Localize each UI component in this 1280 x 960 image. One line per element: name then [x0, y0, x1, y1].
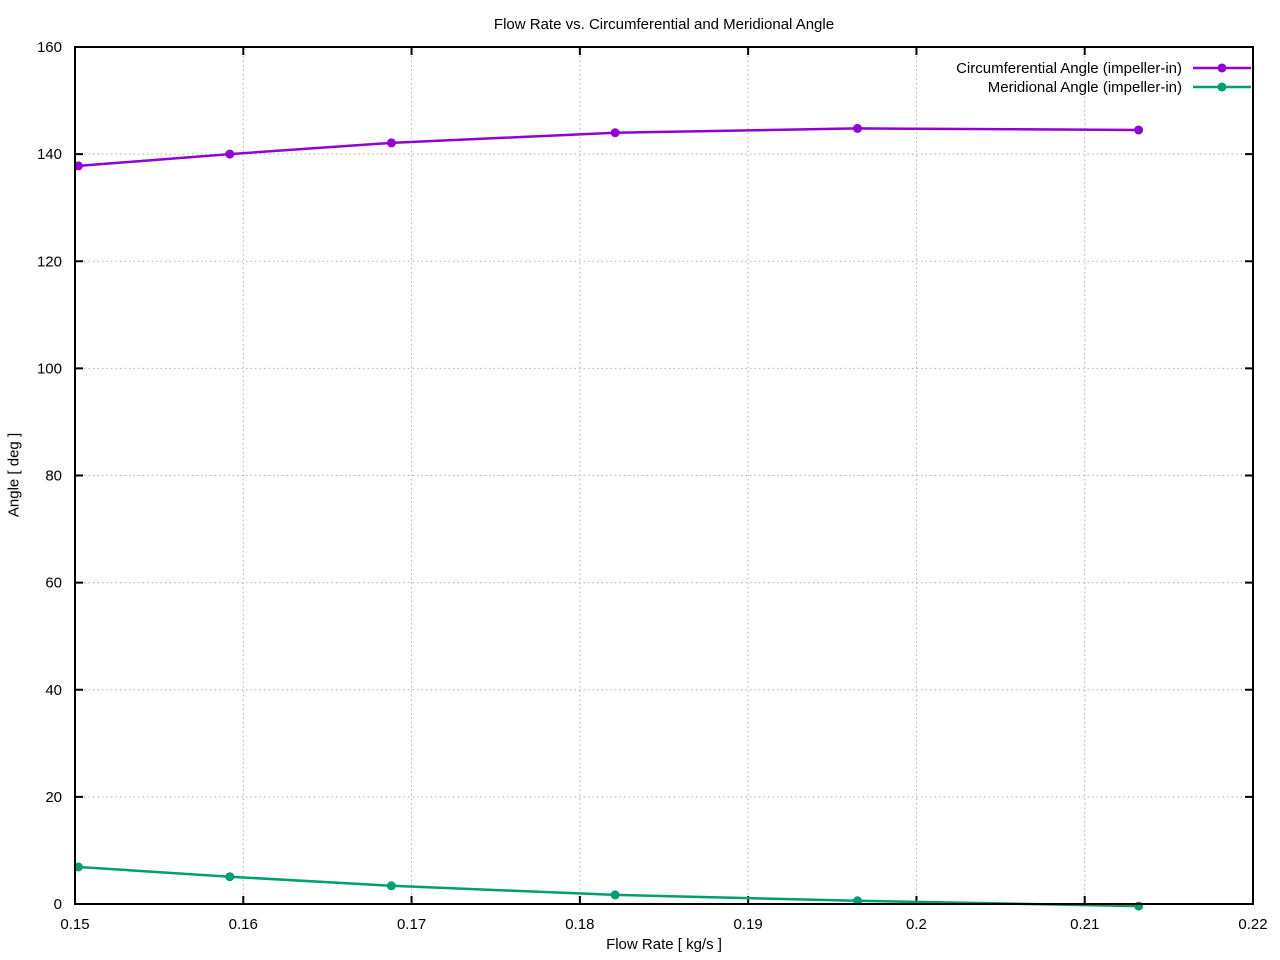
- plot-border: [74, 46, 1254, 905]
- data-point: [73, 161, 83, 171]
- y-tick-label: 100: [37, 360, 62, 377]
- legend-label: Meridional Angle (impeller-in): [987, 78, 1182, 96]
- data-point: [386, 138, 396, 148]
- y-tick-label: 60: [45, 575, 62, 592]
- y-axis-label: Angle [ deg ]: [5, 432, 23, 518]
- tick-labels: 0.15 0.16 0.17 0.18 0.19 0.2 0.21 0.22 0 20 40 60 80…: [37, 39, 1268, 933]
- y-tick-label: 0: [54, 896, 62, 913]
- legend-entry-circumferential: Circumferential Angle (impeller-in): [956, 59, 1252, 77]
- data-point: [1134, 901, 1144, 911]
- x-axis-label: Flow Rate [ kg/s ]: [606, 936, 722, 953]
- gridlines: [75, 47, 1253, 904]
- x-tick-label: 0.2: [906, 916, 927, 933]
- data-point: [610, 890, 620, 900]
- legend-entry-meridional: Meridional Angle (impeller-in): [956, 78, 1252, 96]
- data-point: [853, 123, 862, 133]
- data-point: [73, 862, 83, 872]
- data-point: [225, 872, 235, 882]
- x-tick-label: 0.16: [229, 916, 258, 933]
- data-point: [610, 128, 620, 138]
- series-line: [77, 127, 1140, 168]
- data-point: [386, 881, 396, 891]
- legend-label: Circumferential Angle (impeller-in): [956, 59, 1182, 77]
- y-tick-label: 80: [45, 468, 62, 485]
- y-tick-label: 20: [45, 789, 62, 806]
- x-tick-label: 0.17: [397, 916, 426, 933]
- legend: Circumferential Angle (impeller-in) Meri…: [956, 59, 1252, 96]
- data-point: [1134, 125, 1144, 135]
- y-tick-label: 140: [37, 146, 62, 163]
- x-tick-label: 0.22: [1238, 916, 1267, 933]
- series-line: [77, 865, 1140, 908]
- series-circumferential: [73, 123, 1144, 171]
- series: [73, 123, 1144, 911]
- y-tick-label: 120: [37, 253, 62, 270]
- x-tick-label: 0.18: [565, 916, 594, 933]
- x-tick-label: 0.15: [60, 916, 89, 933]
- y-tick-label: 160: [37, 39, 62, 56]
- legend-line-sample-icon: [1193, 63, 1251, 73]
- x-tick-label: 0.19: [734, 916, 763, 933]
- chart-title: Flow Rate vs. Circumferential and Meridi…: [493, 16, 835, 33]
- data-point: [225, 149, 235, 159]
- x-tick-label: 0.21: [1070, 916, 1099, 933]
- series-meridional: [73, 862, 1144, 911]
- y-tick-label: 40: [45, 682, 62, 699]
- legend-line-sample-icon: [1193, 82, 1251, 92]
